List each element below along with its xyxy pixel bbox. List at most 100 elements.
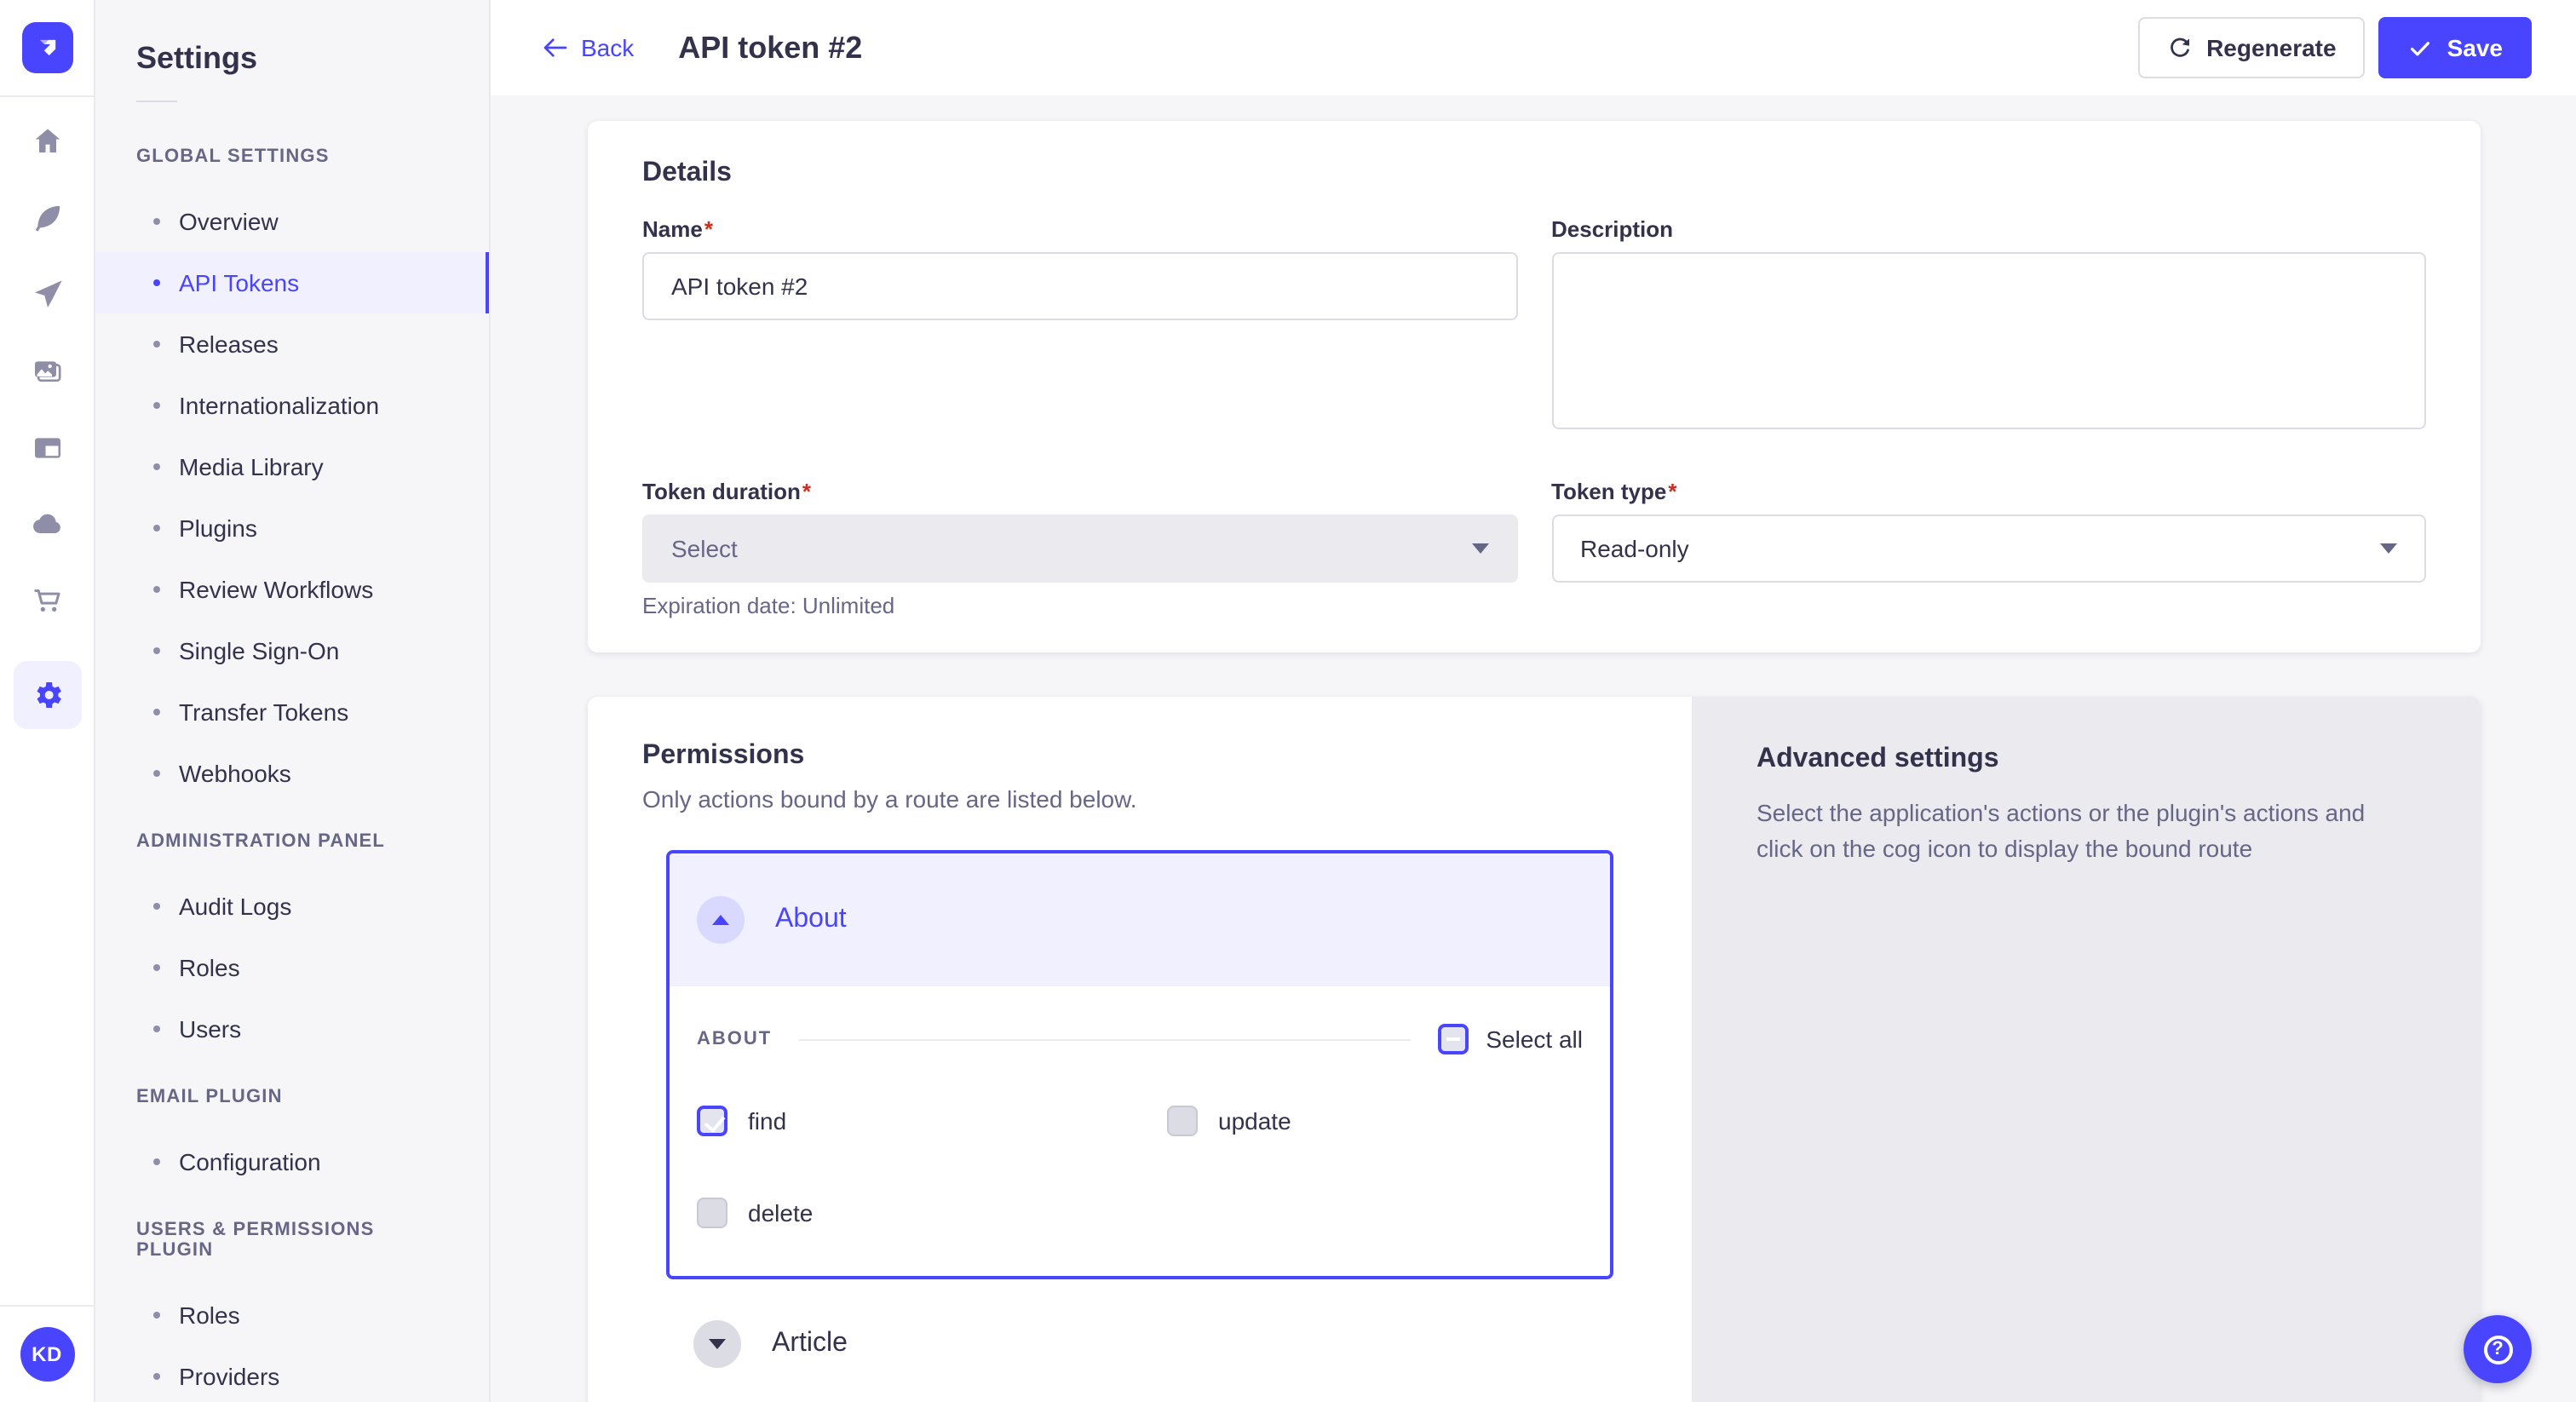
action-update: update [1167, 1106, 1583, 1136]
permissions-heading: Permissions [642, 741, 805, 770]
back-link[interactable]: Back [542, 34, 634, 61]
permissions-subtitle: Only actions bound by a route are listed… [642, 785, 1137, 813]
regenerate-button[interactable]: Regenerate [2138, 17, 2366, 78]
section-label-users-permissions-plugin: USERS & PERMISSIONS PLUGIN [136, 1220, 375, 1261]
sidebar-item-audit-logs[interactable]: Audit Logs [95, 876, 489, 937]
feather-icon[interactable] [26, 201, 67, 235]
help-button[interactable]: ? [2464, 1315, 2532, 1383]
update-label: update [1218, 1107, 1291, 1135]
select-all-checkbox[interactable] [1438, 1024, 1469, 1054]
rail-bottom-divider [0, 1305, 95, 1307]
sidebar-item-plugins[interactable]: Plugins [95, 497, 489, 559]
bullet-icon [153, 463, 160, 470]
app-icon-rail: KD [0, 0, 95, 1402]
accordion-article-header[interactable]: Article [666, 1283, 1613, 1402]
details-card: Details Name* Description Token duration… [588, 121, 2481, 652]
chevron-down-icon [2380, 543, 2397, 554]
token-type-label: Token type [1551, 479, 1667, 504]
bullet-icon [153, 903, 160, 910]
bullet-icon [153, 647, 160, 654]
required-asterisk: * [1668, 479, 1677, 504]
accordion-article-title: Article [772, 1329, 848, 1358]
accordion-about-body: ABOUT Select all find [670, 986, 1610, 1276]
sidebar-item-transfer-tokens[interactable]: Transfer Tokens [95, 681, 489, 743]
bullet-icon [153, 586, 160, 593]
sidebar-item-webhooks[interactable]: Webhooks [95, 743, 489, 804]
sidebar-item-email-configuration[interactable]: Configuration [95, 1131, 489, 1192]
bullet-icon [153, 341, 160, 348]
action-find: find [697, 1106, 1167, 1136]
sidebar-item-internationalization[interactable]: Internationalization [95, 375, 489, 436]
question-mark-icon: ? [2483, 1335, 2512, 1364]
accordion-about: About ABOUT Select all [666, 850, 1613, 1279]
section-label-global-settings: GLOBAL SETTINGS [136, 147, 330, 167]
name-label: Name [642, 216, 703, 242]
settings-gear-icon[interactable] [13, 661, 81, 729]
find-checkbox[interactable] [697, 1106, 727, 1136]
sidebar-item-api-tokens[interactable]: API Tokens [95, 252, 489, 313]
sidebar-item-review-workflows[interactable]: Review Workflows [95, 559, 489, 620]
delete-checkbox[interactable] [697, 1198, 727, 1228]
rail-divider [0, 95, 95, 97]
sidebar-item-admin-roles[interactable]: Roles [95, 937, 489, 998]
sidebar-title-divider [136, 101, 177, 102]
bullet-icon [153, 218, 160, 225]
sidebar-title: Settings [136, 41, 258, 75]
sidebar-item-overview[interactable]: Overview [95, 191, 489, 252]
details-heading: Details [642, 158, 732, 187]
collapse-toggle[interactable] [697, 896, 745, 944]
name-input[interactable] [642, 252, 1517, 320]
permissions-card: Permissions Only actions bound by a rout… [588, 697, 2481, 1402]
cloud-icon[interactable] [26, 508, 67, 542]
sidebar-item-media-library[interactable]: Media Library [95, 436, 489, 497]
sidebar-item-up-roles[interactable]: Roles [95, 1284, 489, 1346]
media-icon[interactable] [26, 354, 67, 388]
section-label-administration-panel: ADMINISTRATION PANEL [136, 831, 386, 852]
arrow-left-icon [543, 38, 567, 57]
strapi-logo[interactable] [21, 22, 72, 73]
token-duration-field-group: Token duration * Select Expiration date: … [642, 479, 1517, 618]
sidebar-item-releases[interactable]: Releases [95, 313, 489, 375]
bullet-icon [153, 1026, 160, 1032]
advanced-settings-description: Select the application's actions or the … [1757, 799, 2366, 862]
avatar[interactable]: KD [20, 1327, 74, 1382]
bullet-icon [153, 1373, 160, 1380]
save-button[interactable]: Save [2378, 17, 2532, 78]
accordion-about-title: About [775, 905, 847, 934]
layout-icon[interactable] [26, 431, 67, 465]
cart-icon[interactable] [26, 584, 67, 618]
find-label: find [748, 1107, 787, 1135]
sidebar-item-admin-users[interactable]: Users [95, 998, 489, 1060]
sidebar-item-single-sign-on[interactable]: Single Sign-On [95, 620, 489, 681]
home-icon[interactable] [26, 124, 67, 158]
token-type-select[interactable]: Read-only [1551, 514, 2426, 583]
action-delete: delete [697, 1198, 1167, 1228]
send-icon[interactable] [26, 278, 67, 312]
bullet-icon [153, 402, 160, 409]
chevron-up-icon [712, 915, 729, 925]
token-duration-label: Token duration [642, 479, 801, 504]
update-checkbox[interactable] [1167, 1106, 1198, 1136]
group-label-about: ABOUT [697, 1029, 773, 1049]
token-duration-select[interactable]: Select [642, 514, 1517, 583]
delete-label: delete [748, 1199, 814, 1227]
advanced-settings-heading: Advanced settings [1757, 744, 1999, 773]
chevron-down-icon [1471, 543, 1488, 554]
name-field-group: Name * [642, 216, 1517, 320]
bullet-icon [153, 279, 160, 286]
token-type-field-group: Token type * Read-only [1551, 479, 2426, 583]
accordion-about-header[interactable]: About [670, 853, 1610, 986]
sidebar-item-up-providers[interactable]: Providers [95, 1346, 489, 1402]
settings-sidebar: Settings GLOBAL SETTINGS Overview API To… [95, 0, 491, 1402]
main-area: Back API token #2 Regenerate [491, 0, 2576, 1402]
required-asterisk: * [802, 479, 811, 504]
select-all-label: Select all [1486, 1026, 1583, 1053]
refresh-icon [2171, 37, 2190, 56]
divider-line [799, 1038, 1412, 1040]
bullet-icon [153, 770, 160, 777]
check-icon [2411, 41, 2430, 55]
description-textarea[interactable] [1551, 252, 2426, 429]
expand-toggle[interactable] [693, 1320, 741, 1368]
required-asterisk: * [704, 216, 713, 242]
